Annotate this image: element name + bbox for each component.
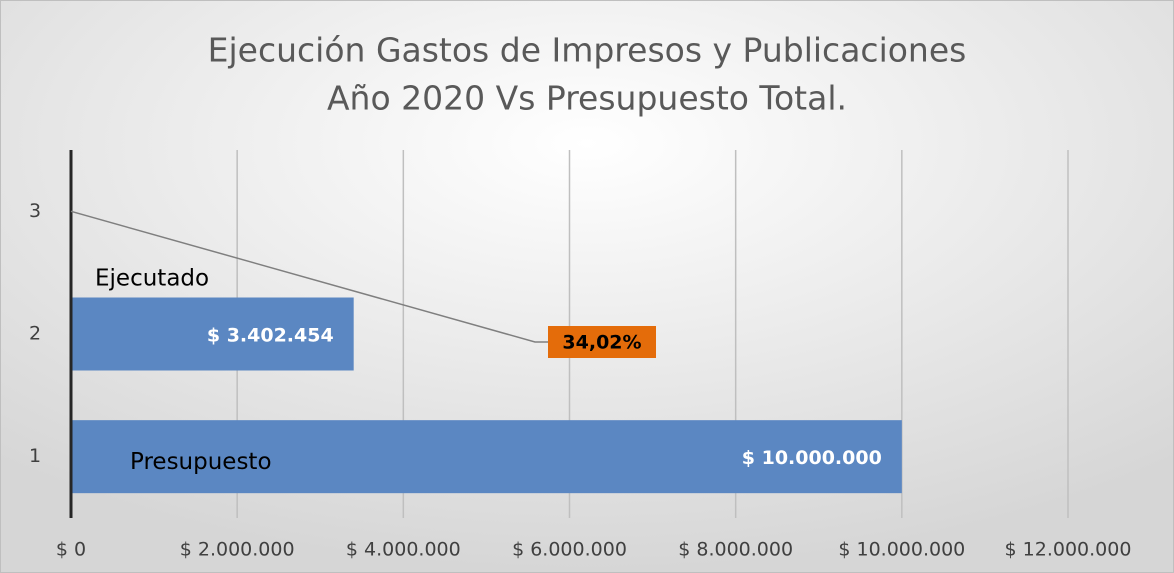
annotation-box (548, 326, 656, 358)
y-tick-label: 1 (29, 445, 41, 467)
x-tick-label: $ 6.000.000 (512, 539, 627, 561)
leader-line (70, 210, 548, 343)
bar (71, 297, 354, 371)
x-tick-label: $ 12.000.000 (1005, 539, 1132, 561)
y-tick-label: 3 (29, 200, 41, 222)
bar-label: Presupuesto (130, 449, 272, 475)
x-tick-label: $ 10.000.000 (838, 539, 965, 561)
annotation: 34,02% (562, 332, 641, 354)
chart-title: Año 2020 Vs Presupuesto Total. (327, 79, 847, 118)
x-tick-label: $ 2.000.000 (180, 539, 295, 561)
value-label: $ 10.000.000 (742, 447, 882, 469)
bar (71, 420, 902, 494)
y-tick-label: 2 (29, 323, 41, 345)
bar-label: Ejecutado (95, 266, 209, 292)
x-tick-label: $ 8.000.000 (678, 539, 793, 561)
x-tick-label: $ 4.000.000 (346, 539, 461, 561)
value-label: $ 3.402.454 (207, 325, 334, 347)
x-tick-label: $ 0 (56, 539, 86, 561)
chart-title: Ejecución Gastos de Impresos y Publicaci… (208, 31, 967, 70)
